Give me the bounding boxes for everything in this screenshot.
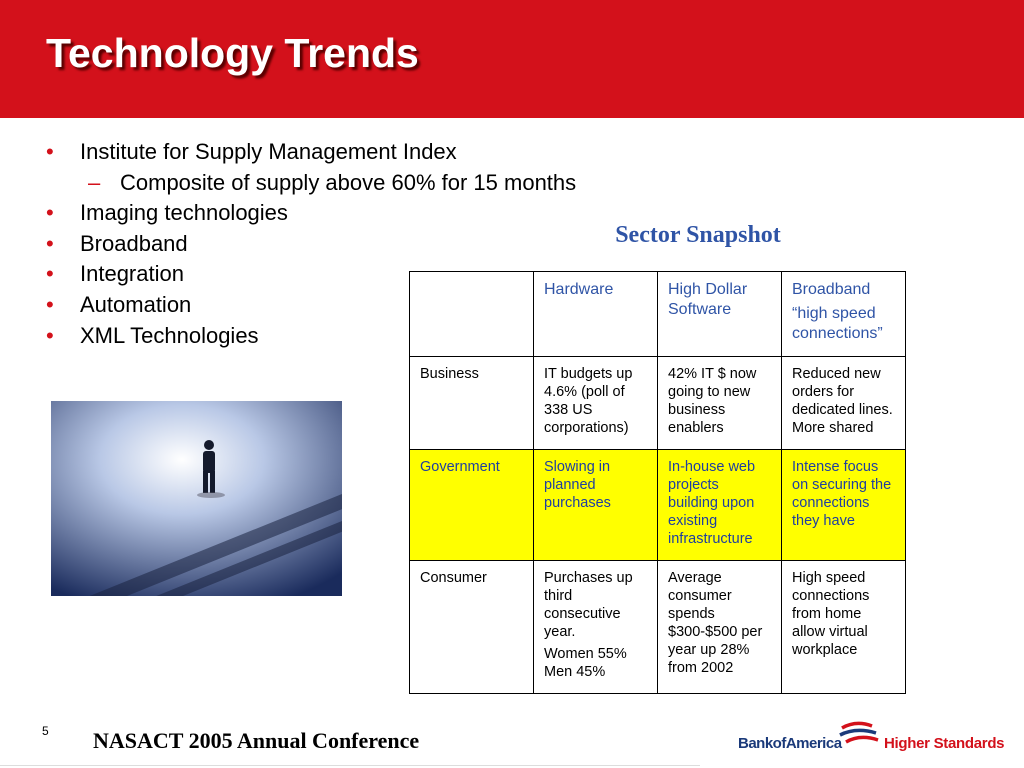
corner-cell — [409, 271, 534, 357]
footer-line — [0, 765, 700, 766]
row-header: Consumer — [409, 560, 534, 694]
logo-tagline: Higher Standards — [884, 735, 1005, 752]
cell-text: Purchases up third consecutive year. — [544, 570, 633, 640]
cell-text: Slowing in planned purchases — [544, 459, 611, 511]
cell-text: Reduced new orders for dedicated lines. … — [792, 366, 893, 436]
page-number: 5 — [42, 724, 49, 738]
table-cell: Purchases up third consecutive year. Wome… — [533, 560, 658, 694]
row-header: Government — [409, 449, 534, 561]
cell-text: Intense focus on securing the connection… — [792, 459, 892, 529]
header-bar — [0, 0, 1024, 118]
bullet-item: XML Technologies — [44, 321, 576, 352]
bullet-item: Composite of supply above 60% for 15 mon… — [44, 168, 576, 199]
cell-text: IT budgets up 4.6% (poll of 338 US corpo… — [544, 366, 633, 436]
table-cell: 42% IT $ now going to new business enabl… — [657, 356, 782, 450]
logo-flag — [839, 721, 879, 744]
bullet-item: Institute for Supply Management Index — [44, 137, 576, 168]
cell-text: High speed connections from home allow v… — [792, 570, 870, 658]
bullet-item: Imaging technologies — [44, 198, 576, 229]
row-label: Business — [420, 366, 479, 382]
table-row: Business IT budgets up 4.6% (poll of 338 … — [409, 356, 906, 450]
photo — [51, 401, 342, 596]
cell-text: 42% IT $ now going to new business enabl… — [668, 366, 757, 436]
row-label: Consumer — [420, 570, 487, 586]
bullet-item: Integration — [44, 259, 576, 290]
table-cell: High speed connections from home allow v… — [781, 560, 906, 694]
slide-title: Technology Trends — [46, 30, 419, 76]
header-row: Hardware High Dollar Software Broadband “hi… — [409, 271, 906, 357]
table-cell: Average consumer spends $300-$500 per ye… — [657, 560, 782, 694]
cell-text: Broadband — [792, 281, 871, 298]
table-cell: Slowing in planned purchases — [533, 449, 658, 561]
bullet-item: Broadband — [44, 229, 576, 260]
logo: BankofAmerica Higher Standards — [736, 718, 1006, 758]
cell-text: Average consumer spends $300-$500 per ye… — [668, 570, 763, 676]
bullet-item: Automation — [44, 290, 576, 321]
table-caption: Sector Snapshot — [615, 222, 781, 248]
cell-text: “high speed connections” — [792, 305, 883, 342]
column-header: Hardware — [533, 271, 658, 357]
table-row: Government Slowing in planned purchases In… — [409, 449, 906, 561]
table-row: Consumer Purchases up third consecutive y… — [409, 560, 906, 694]
row-label: Government — [420, 459, 500, 475]
column-header: Broadband “high speed connections” — [781, 271, 906, 357]
row-header: Business — [409, 356, 534, 450]
logo-name: BankofAmerica — [738, 735, 842, 752]
table-cell: In-house web projects building upon exis… — [657, 449, 782, 561]
column-header: High Dollar Software — [657, 271, 782, 357]
conference-name: NASACT 2005 Annual Conference — [93, 728, 420, 753]
table-cell: IT budgets up 4.6% (poll of 338 US corpo… — [533, 356, 658, 450]
cell-text: High Dollar Software — [668, 281, 748, 318]
cell-text: Women 55% Men 45% — [544, 646, 627, 680]
cell-text: Hardware — [544, 281, 614, 298]
cell-text: In-house web projects building upon exis… — [668, 459, 756, 547]
table-cell: Intense focus on securing the connection… — [781, 449, 906, 561]
table-cell: Reduced new orders for dedicated lines. … — [781, 356, 906, 450]
bullet-list: Institute for Supply Management IndexCom… — [44, 137, 576, 351]
sector-table: Hardware High Dollar Software Broadband “hi… — [409, 271, 906, 694]
